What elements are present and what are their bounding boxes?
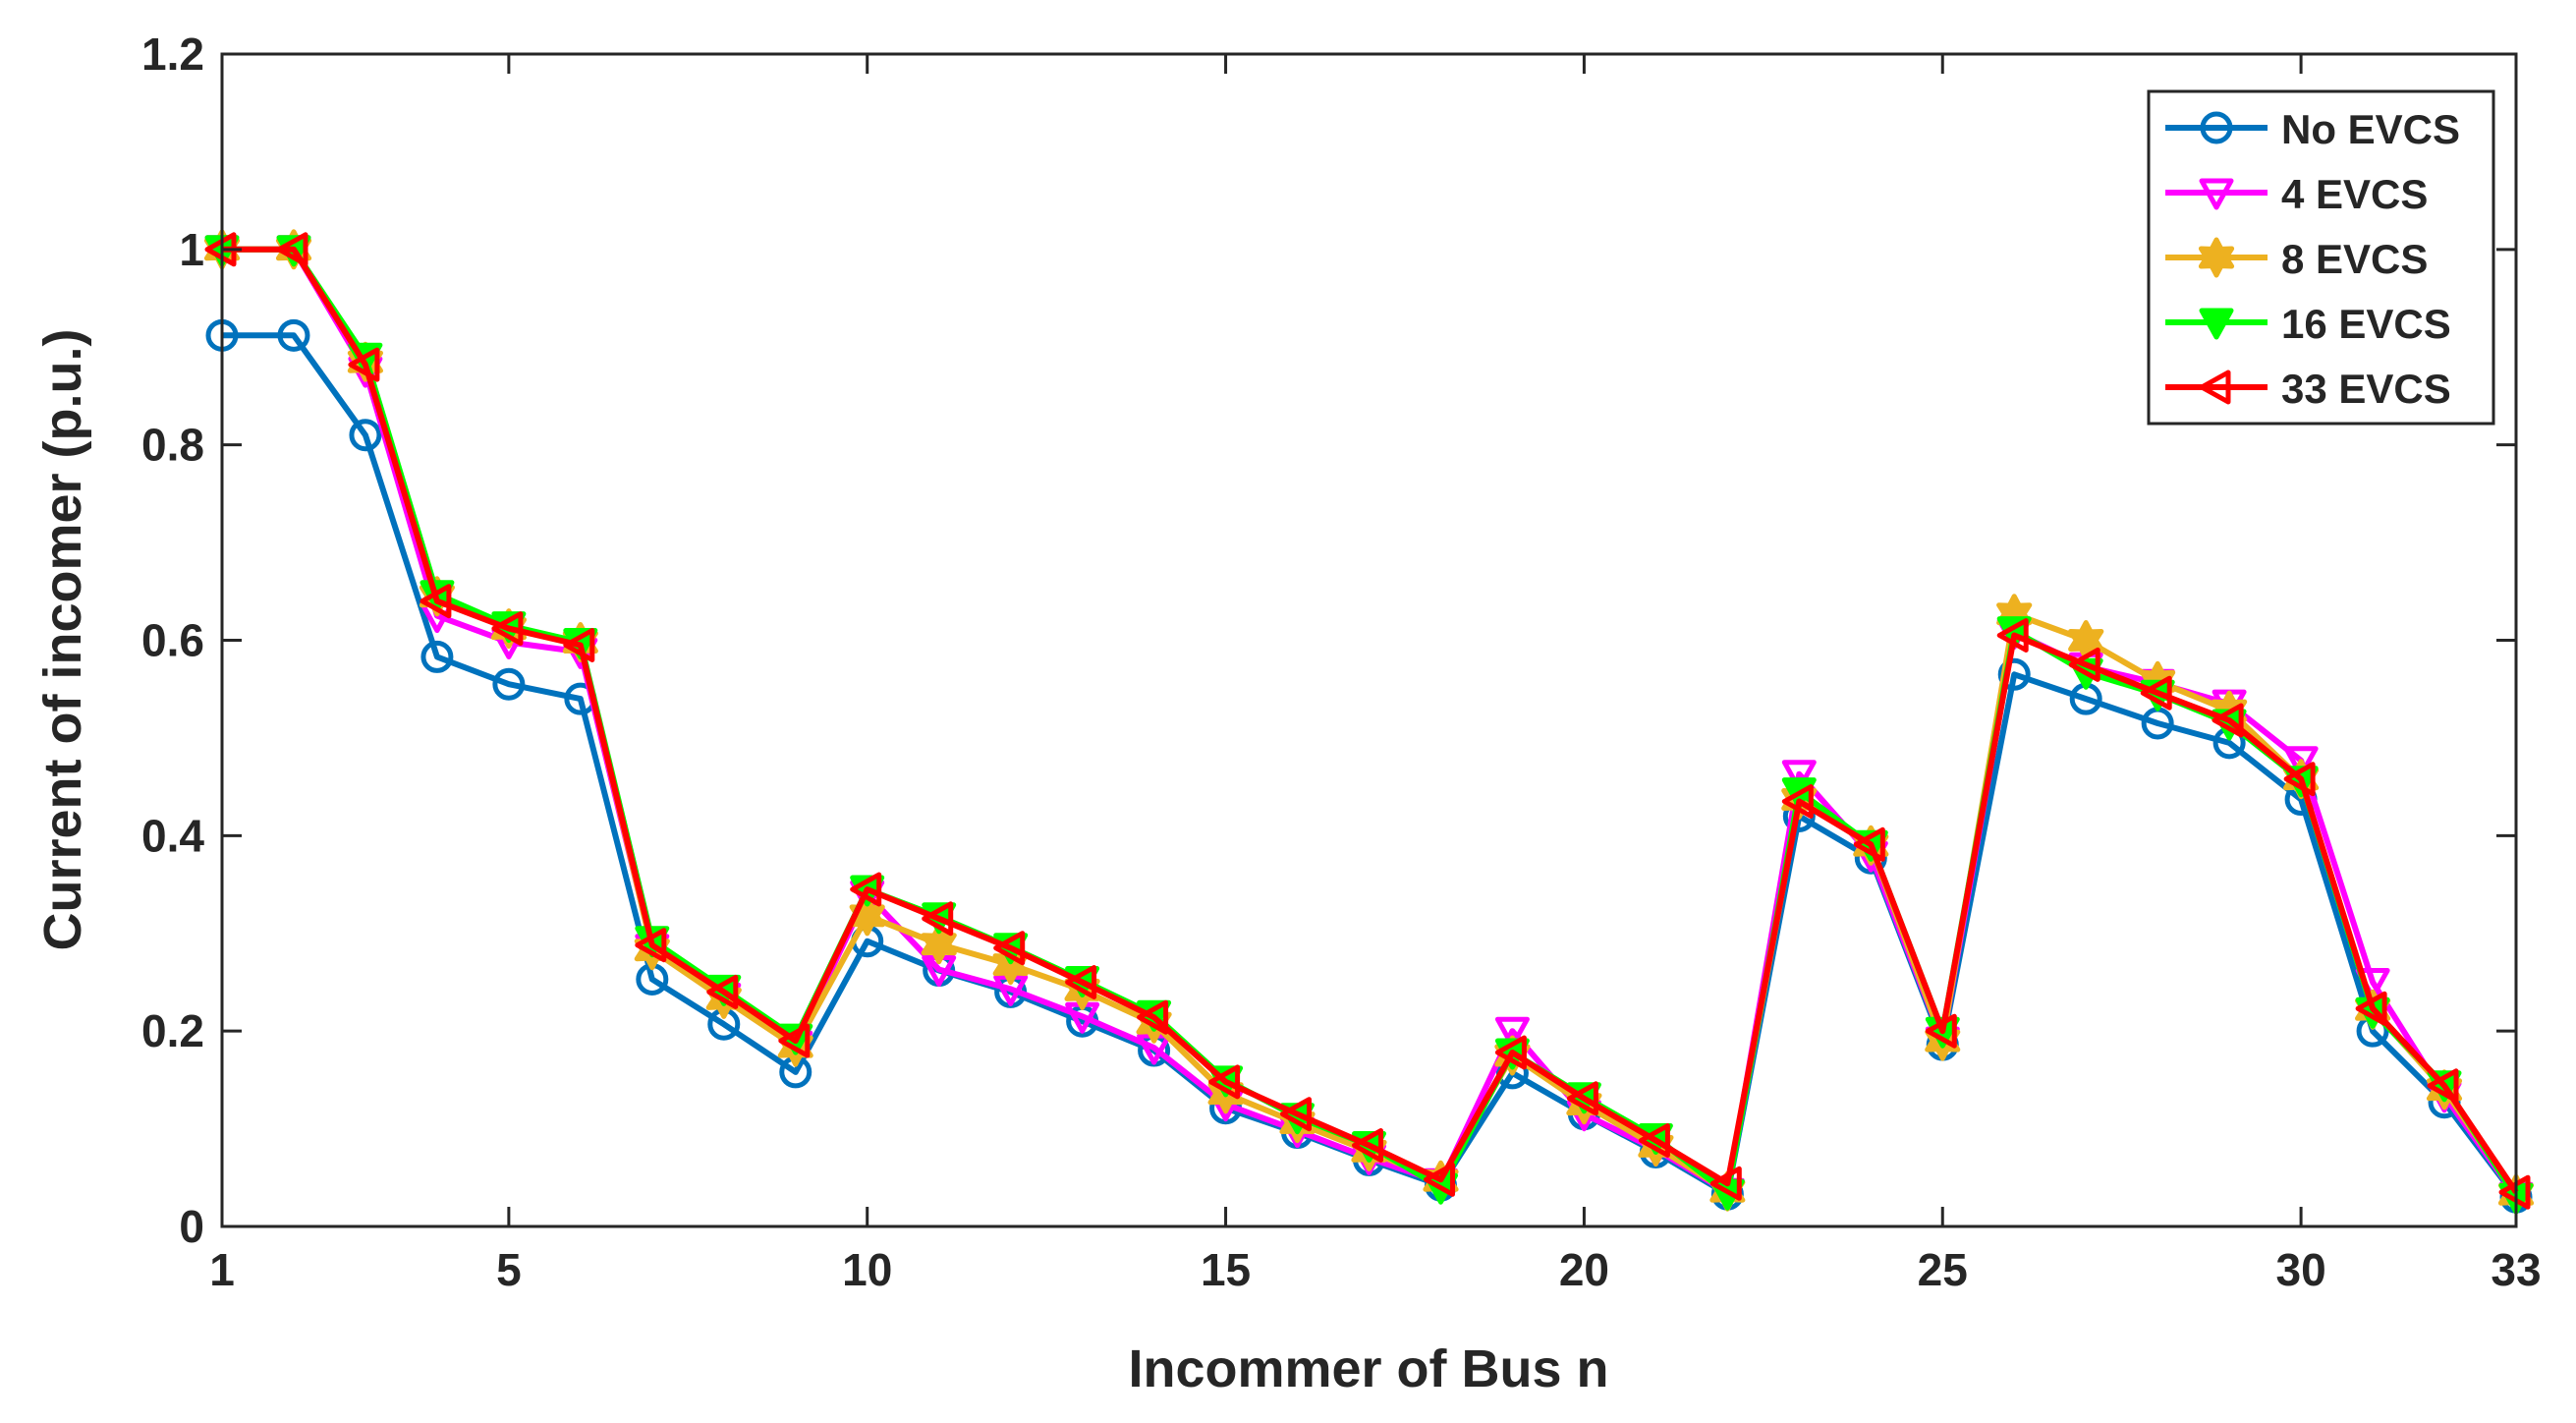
data-point: [563, 628, 595, 662]
data-point: [635, 928, 667, 963]
legend-marker: [2198, 237, 2235, 278]
y-tick-label: 1.2: [141, 28, 204, 80]
data-point: [1781, 784, 1814, 819]
data-point: [1853, 826, 1885, 862]
data-point: [349, 419, 382, 452]
x-axis-label: Incommer of Bus n: [1128, 1339, 1608, 1398]
data-point: [1280, 1097, 1312, 1132]
data-point: [922, 901, 954, 937]
data-point: [1494, 1016, 1530, 1049]
series-layer: [203, 229, 2535, 1215]
y-axis-label: Current of incomer (p.u.): [33, 329, 92, 951]
data-point: [420, 584, 452, 619]
data-point: [277, 318, 310, 352]
data-point: [1781, 760, 1817, 792]
series-33-evcs: [204, 232, 2531, 1210]
data-point: [1065, 965, 1097, 999]
legend-label: 8 EVCS: [2281, 236, 2428, 282]
x-tick-label: 10: [842, 1244, 892, 1295]
data-point: [491, 611, 524, 647]
y-tick-label: 0.6: [141, 615, 204, 666]
legend-item: 8 EVCS: [2165, 236, 2428, 282]
data-point: [1424, 1162, 1455, 1197]
data-point: [1494, 1035, 1527, 1070]
legend-item: 16 EVCS: [2165, 301, 2451, 347]
x-tick-label: 1: [209, 1244, 235, 1295]
data-point: [993, 931, 1026, 966]
y-tick-label: 1: [179, 224, 204, 275]
y-tick-label: 0: [179, 1201, 204, 1252]
data-point: [1137, 999, 1169, 1035]
data-point: [2427, 1068, 2459, 1104]
data-point: [276, 232, 308, 267]
x-tick-label: 20: [1559, 1244, 1609, 1295]
data-point: [1709, 1166, 1742, 1201]
data-point: [2283, 746, 2319, 778]
legend-item: 4 EVCS: [2165, 171, 2428, 217]
legend-marker: [2199, 178, 2234, 210]
data-point: [778, 1023, 811, 1058]
y-tick-label: 0.2: [141, 1005, 204, 1056]
x-tick-label: 25: [1918, 1244, 1968, 1295]
legend-marker: [2199, 370, 2231, 405]
y-tick-label: 0.8: [141, 420, 204, 471]
legend-label: No EVCS: [2281, 106, 2460, 152]
legend-items: No EVCS 4 EVCS 8 EVCS 16 EVCS 33 EVCS: [2165, 106, 2460, 412]
legend-marker: [2200, 111, 2233, 144]
legend-item: No EVCS: [2165, 106, 2460, 152]
data-point: [492, 667, 526, 701]
data-point: [1997, 657, 2031, 691]
data-point: [2212, 703, 2244, 738]
legend-marker: [2199, 308, 2234, 340]
x-tick-label: 30: [2276, 1244, 2326, 1295]
data-point: [348, 347, 380, 382]
data-point: [1352, 1128, 1383, 1163]
data-point: [1925, 1013, 1957, 1049]
data-point: [2140, 675, 2172, 711]
legend-item: 33 EVCS: [2165, 366, 2451, 412]
data-point: [2355, 991, 2387, 1026]
data-point: [850, 872, 882, 907]
x-tick-label: 5: [496, 1244, 522, 1295]
data-point: [2283, 762, 2316, 797]
data-point: [1996, 618, 2029, 653]
series-line: [222, 246, 2519, 1194]
legend: No EVCS 4 EVCS 8 EVCS 16 EVCS 33 EVCS: [2147, 89, 2495, 426]
y-tick-label: 0.4: [141, 810, 204, 861]
legend-label: 16 EVCS: [2281, 301, 2451, 347]
data-point: [1566, 1081, 1598, 1116]
data-point: [1638, 1123, 1670, 1158]
data-point: [706, 974, 739, 1009]
data-point: [420, 640, 454, 673]
data-point: [849, 895, 885, 937]
legend-label: 4 EVCS: [2281, 171, 2428, 217]
data-point: [1208, 1064, 1241, 1100]
data-point: [2068, 647, 2100, 682]
x-tick-label: 33: [2491, 1244, 2541, 1295]
x-tick-label: 15: [1201, 1244, 1251, 1295]
data-point: [921, 924, 957, 965]
legend-label: 33 EVCS: [2281, 366, 2451, 412]
